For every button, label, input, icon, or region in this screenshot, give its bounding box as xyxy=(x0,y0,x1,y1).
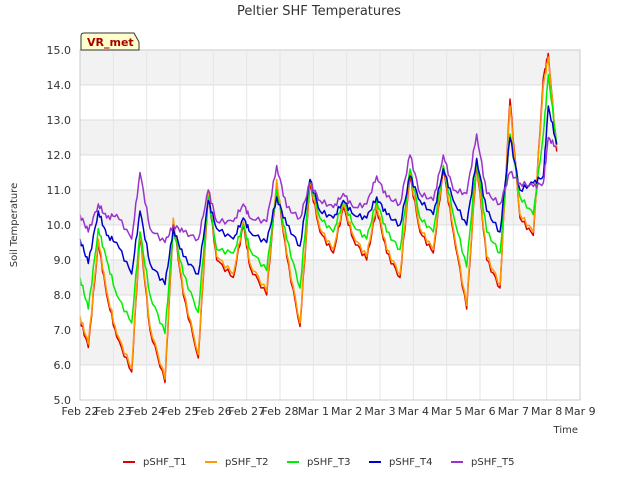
x-tick-label: Mar 4 xyxy=(398,405,429,418)
x-tick-label: Feb 23 xyxy=(95,405,132,418)
x-tick-label: Mar 1 xyxy=(298,405,329,418)
x-tick-label: Feb 24 xyxy=(128,405,165,418)
legend-label: pSHF_T5 xyxy=(471,457,514,468)
y-tick-label: 10.0 xyxy=(47,219,72,232)
x-tick-label: Mar 8 xyxy=(531,405,562,418)
legend-label: pSHF_T3 xyxy=(307,457,350,468)
y-tick-label: 11.0 xyxy=(47,184,72,197)
y-tick-label: 5.0 xyxy=(54,394,72,407)
y-tick-label: 15.0 xyxy=(47,44,72,57)
plot-band xyxy=(80,330,580,365)
series-line-pSHF_T3 xyxy=(79,73,558,335)
y-tick-label: 8.0 xyxy=(54,289,72,302)
legend: pSHF_T1 pSHF_T2 pSHF_T3 pSHF_T4 pSHF_T5 xyxy=(123,457,514,468)
plot-band xyxy=(80,85,580,120)
x-tick-label: Feb 27 xyxy=(228,405,265,418)
annotation-badge: VR_met xyxy=(80,32,140,51)
series-line-pSHF_T2 xyxy=(79,56,558,380)
chart-title: Peltier SHF Temperatures xyxy=(237,4,401,19)
x-tick-label: Mar 2 xyxy=(331,405,362,418)
plot-band xyxy=(80,50,580,85)
y-tick-label: 13.0 xyxy=(47,114,72,127)
x-tick-label: Feb 28 xyxy=(262,405,299,418)
series-line-pSHF_T4 xyxy=(79,105,558,286)
y-axis: 5.0 6.0 7.0 8.0 9.0 10.0 11.0 12.0 13.0 14.0 15.0 xyxy=(47,44,72,407)
annotation-label: VR_met xyxy=(87,36,134,49)
x-tick-label: Mar 3 xyxy=(364,405,395,418)
legend-label: pSHF_T2 xyxy=(225,457,268,468)
x-tick-label: Mar 6 xyxy=(464,405,495,418)
y-tick-label: 6.0 xyxy=(54,359,72,372)
plot-band xyxy=(80,120,580,155)
series-line-pSHF_T5 xyxy=(79,133,558,244)
plot-band xyxy=(80,155,580,190)
plot-band xyxy=(80,365,580,400)
x-axis-label: Time xyxy=(553,425,578,436)
x-tick-label: Mar 7 xyxy=(498,405,529,418)
legend-label: pSHF_T1 xyxy=(143,457,186,468)
x-tick-label: Mar 5 xyxy=(431,405,462,418)
x-tick-label: Mar 9 xyxy=(564,405,595,418)
y-tick-label: 7.0 xyxy=(54,324,72,337)
x-tick-label: Feb 22 xyxy=(62,405,99,418)
y-tick-label: 12.0 xyxy=(47,149,72,162)
plot-band xyxy=(80,260,580,295)
legend-label: pSHF_T4 xyxy=(389,457,432,468)
x-tick-label: Feb 26 xyxy=(195,405,232,418)
y-axis-label: Soil Temperature xyxy=(9,183,20,268)
plot-band xyxy=(80,190,580,225)
y-tick-label: 14.0 xyxy=(47,79,72,92)
plot-frame xyxy=(79,49,581,401)
plot-band xyxy=(80,295,580,330)
series-lines xyxy=(79,52,558,384)
x-tick-label: Feb 25 xyxy=(162,405,199,418)
y-tick-label: 9.0 xyxy=(54,254,72,267)
